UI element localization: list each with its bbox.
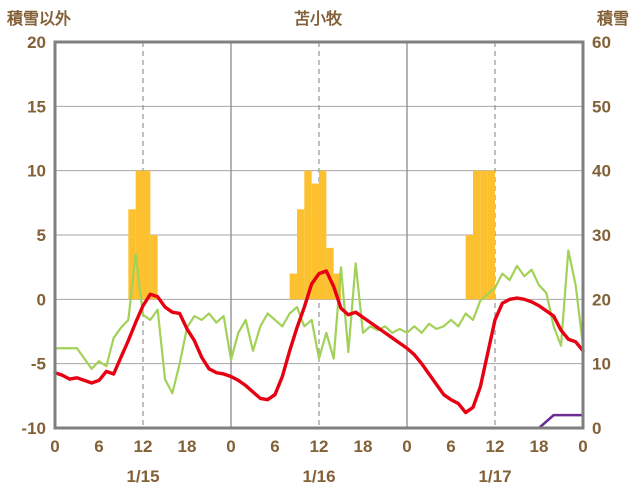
chart-title: 苫小牧: [293, 11, 342, 28]
svg-text:10: 10: [27, 162, 46, 181]
svg-text:0: 0: [226, 437, 235, 456]
sunshine-bars: [128, 170, 495, 300]
svg-text:10: 10: [592, 355, 611, 374]
svg-text:6: 6: [94, 437, 103, 456]
right-axis-title: 積雪: [596, 11, 629, 28]
svg-text:20: 20: [27, 33, 46, 52]
svg-text:50: 50: [592, 97, 611, 116]
svg-text:12: 12: [310, 437, 329, 456]
svg-text:18: 18: [354, 437, 373, 456]
svg-text:0: 0: [578, 437, 587, 456]
svg-text:20: 20: [592, 290, 611, 309]
svg-text:-5: -5: [31, 355, 46, 374]
svg-text:18: 18: [530, 437, 549, 456]
svg-text:-10: -10: [21, 419, 46, 438]
svg-text:12: 12: [486, 437, 505, 456]
svg-text:18: 18: [178, 437, 197, 456]
svg-text:0: 0: [37, 290, 46, 309]
y-axis-left-labels: 20 15 10 5 0 -5 -10: [21, 33, 46, 438]
svg-text:6: 6: [270, 437, 279, 456]
svg-text:12: 12: [134, 437, 153, 456]
svg-text:1/15: 1/15: [126, 467, 159, 486]
plot-frame: [53, 40, 585, 430]
y-axis-right-labels: 60 50 40 30 20 10 0: [592, 33, 611, 438]
svg-text:6: 6: [446, 437, 455, 456]
svg-text:60: 60: [592, 33, 611, 52]
temperature-line: [53, 269, 585, 415]
svg-text:0: 0: [592, 419, 601, 438]
wind-line: [53, 249, 585, 395]
svg-text:15: 15: [27, 97, 46, 116]
x-axis-hour-labels: 0 6 12 18 0 6 12 18 0 6 12 18 0: [50, 437, 587, 456]
svg-text:30: 30: [592, 226, 611, 245]
x-axis-date-labels: 1/15 1/16 1/17: [126, 467, 511, 486]
svg-text:1/16: 1/16: [302, 467, 335, 486]
svg-text:1/17: 1/17: [478, 467, 511, 486]
left-axis-title: 積雪以外: [7, 11, 72, 28]
svg-text:0: 0: [50, 437, 59, 456]
svg-text:0: 0: [402, 437, 411, 456]
svg-text:40: 40: [592, 162, 611, 181]
svg-text:5: 5: [37, 226, 46, 245]
